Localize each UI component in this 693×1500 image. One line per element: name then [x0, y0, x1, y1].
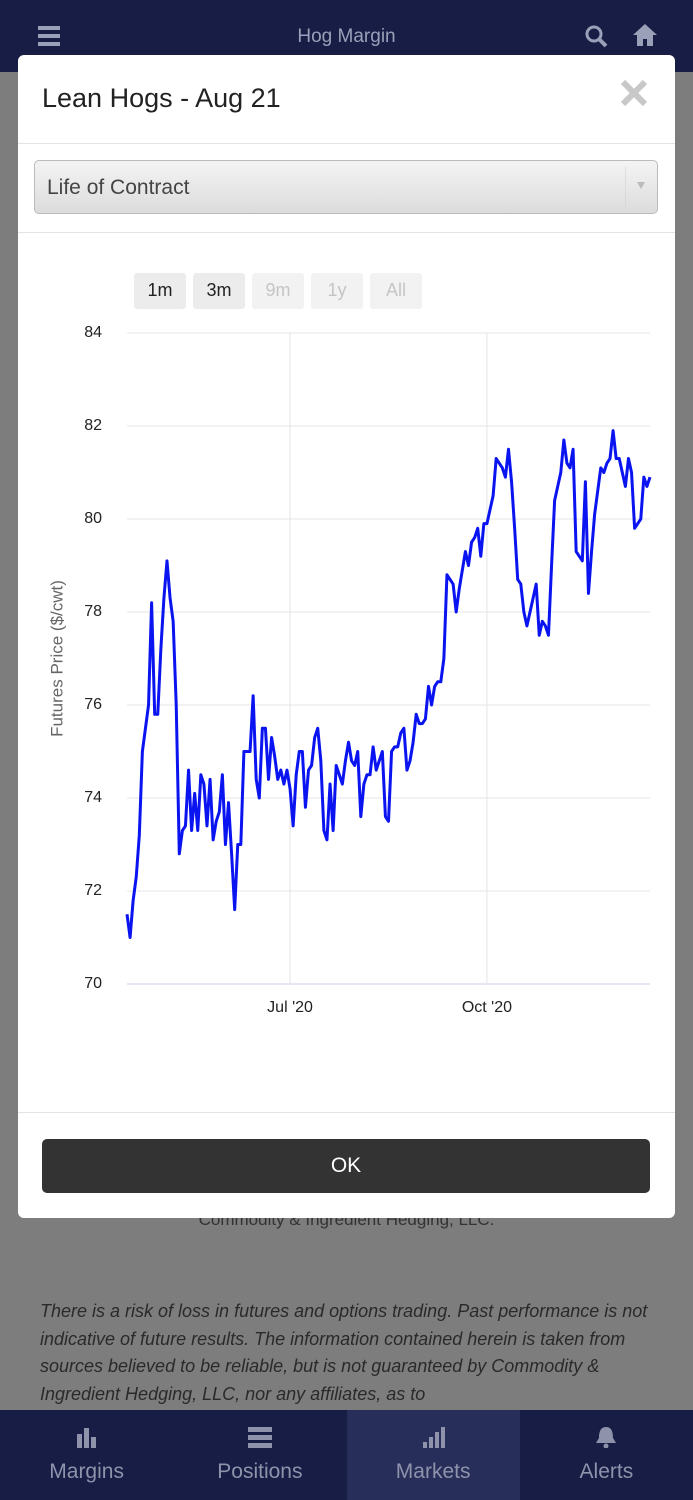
- select-value: Life of Contract: [47, 176, 190, 199]
- price-line: [125, 429, 652, 939]
- range-button: All: [370, 273, 422, 309]
- modal-title: Lean Hogs - Aug 21: [42, 83, 281, 113]
- nav-icon: [423, 1427, 446, 1448]
- y-tick-label: 84: [84, 324, 102, 341]
- y-tick-label: 82: [84, 417, 102, 434]
- range-button: 9m: [252, 273, 304, 309]
- nav-label: Markets: [395, 1460, 471, 1483]
- x-tick-label: Jul '20: [267, 999, 313, 1016]
- y-axis-label: Futures Price ($/cwt): [47, 580, 66, 737]
- chart: 70 72 74 76 78 80 82 84 Jul '20 Oct '20 Futures Pr…: [47, 324, 652, 1016]
- chart-modal: Lean Hogs - Aug 21 Life of Contract 1m 3m…: [18, 55, 675, 1218]
- nav-label: Margins: [49, 1460, 124, 1483]
- y-tick-label: 78: [84, 603, 102, 620]
- bottom-nav: Margins Positions Markets Alerts: [0, 1410, 693, 1500]
- nav-icon: [247, 1427, 272, 1448]
- menu-icon[interactable]: [38, 26, 60, 46]
- search-icon[interactable]: [584, 24, 608, 48]
- close-button[interactable]: [620, 79, 648, 107]
- disclaimer: There is a risk of loss in futures and o…: [40, 1301, 648, 1404]
- x-tick-label: Oct '20: [462, 999, 512, 1016]
- nav-tab[interactable]: Alerts: [520, 1410, 693, 1500]
- nav-label: Alerts: [579, 1460, 634, 1483]
- nav-icon: [76, 1428, 96, 1448]
- range-button[interactable]: 1m: [134, 273, 186, 309]
- period-select[interactable]: Life of Contract: [34, 160, 658, 214]
- range-button[interactable]: 3m: [193, 273, 245, 309]
- nav-tab[interactable]: Markets: [346, 1410, 520, 1500]
- nav-tab[interactable]: Margins: [0, 1410, 173, 1500]
- divider: [18, 1112, 675, 1113]
- divider: [18, 143, 675, 144]
- y-tick-label: 80: [84, 510, 102, 527]
- home-icon[interactable]: [633, 23, 657, 47]
- nav-label: Positions: [217, 1460, 303, 1483]
- range-buttons: 1m 3m 9m 1y All: [134, 273, 422, 309]
- y-tick-label: 72: [84, 882, 102, 899]
- y-tick-label: 76: [84, 696, 102, 713]
- nav-tab[interactable]: Positions: [173, 1410, 346, 1500]
- y-tick-label: 74: [84, 789, 102, 806]
- app-title: Hog Margin: [297, 26, 396, 47]
- y-tick-label: 70: [84, 975, 102, 992]
- range-button: 1y: [311, 273, 363, 309]
- select-arrow: [625, 167, 645, 207]
- ok-button[interactable]: OK: [42, 1139, 650, 1193]
- nav-icon: [596, 1427, 617, 1448]
- divider: [18, 232, 675, 233]
